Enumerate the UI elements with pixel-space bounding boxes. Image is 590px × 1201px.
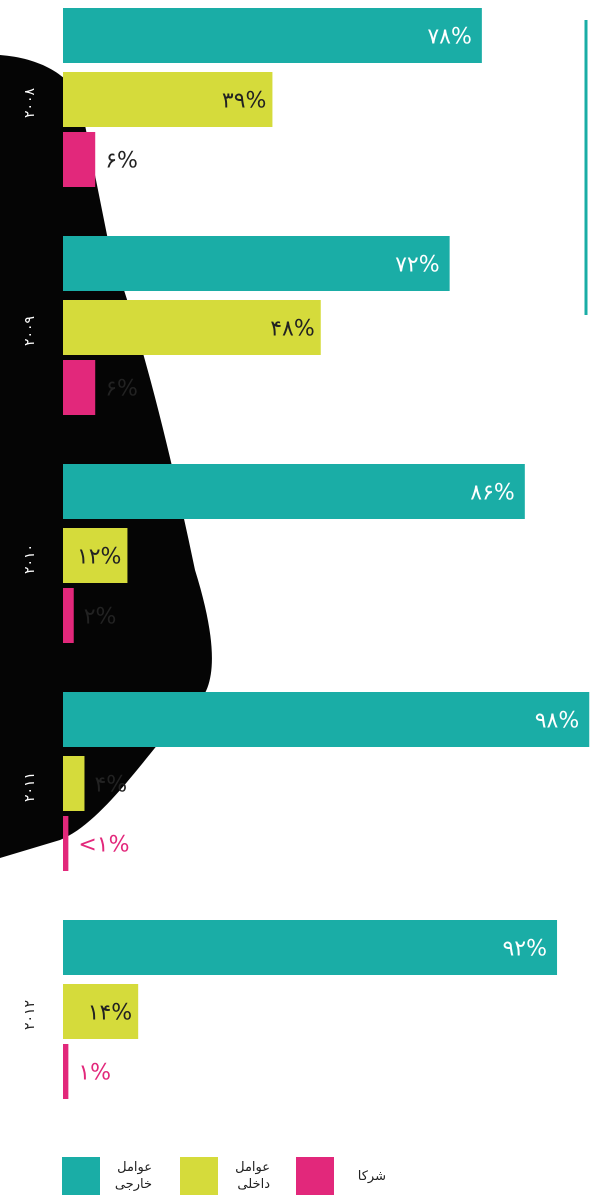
value-label: ۱۲% (77, 545, 122, 570)
bar (63, 464, 525, 519)
legend-swatch (296, 1157, 334, 1195)
legend-item: عوامل خارجی (62, 1156, 152, 1196)
silhouette (0, 55, 212, 858)
value-label: ۷۲% (395, 253, 440, 278)
year-label: ۲۰۱۰ (22, 544, 38, 574)
chart: ۲۰۰۸ ۷۸% ۳۹% ۶% ۲۰۰۹ ۷۲% ۴۸% ۶% ۲۰۱۰ ۸۶% ۱۲% ۲% ۲۰۱۱… (0, 8, 590, 1099)
bar (63, 300, 321, 355)
value-label: ۴۸% (270, 317, 315, 342)
bar (63, 528, 128, 583)
bar (63, 8, 482, 63)
value-label: ۲% (84, 605, 117, 630)
value-label: ۶% (105, 149, 138, 174)
year-label: ۲۰۰۹ (22, 316, 38, 346)
value-label: ۸۶% (470, 481, 515, 506)
legend-label: عوامل خارجی (114, 1160, 152, 1192)
year-label: ۲۰۱۲ (22, 1000, 38, 1030)
bar (63, 692, 590, 747)
value-label: ۱۴% (88, 1001, 133, 1026)
legend-label: شرکا (357, 1168, 386, 1184)
year-label: ۲۰۰۸ (22, 87, 38, 118)
bar (63, 920, 558, 975)
bar (63, 756, 85, 811)
value-label: ۹۸% (535, 709, 580, 734)
bar (63, 72, 273, 127)
value-label: ۱% (78, 1061, 111, 1086)
legend-swatch (180, 1157, 218, 1195)
bar (63, 588, 74, 643)
year-label: ۲۰۱۱ (22, 772, 38, 802)
value-label: ۶% (105, 377, 138, 402)
legend-label: عوامل داخلی (235, 1160, 270, 1192)
bar (63, 132, 96, 187)
value-label: ۷۸% (427, 25, 472, 50)
value-label: ۴% (94, 773, 127, 798)
value-label: ۹۲% (502, 937, 547, 962)
bar (63, 1044, 69, 1099)
legend-item: عوامل داخلی (180, 1156, 270, 1196)
value-label: ۳۹% (222, 89, 267, 114)
legend-item: شرکا (296, 1156, 386, 1196)
legend-swatch (62, 1157, 100, 1195)
bar (63, 236, 450, 291)
bar (63, 360, 96, 415)
bar (63, 816, 69, 871)
bar (63, 984, 139, 1039)
value-label: <۱% (78, 833, 129, 858)
